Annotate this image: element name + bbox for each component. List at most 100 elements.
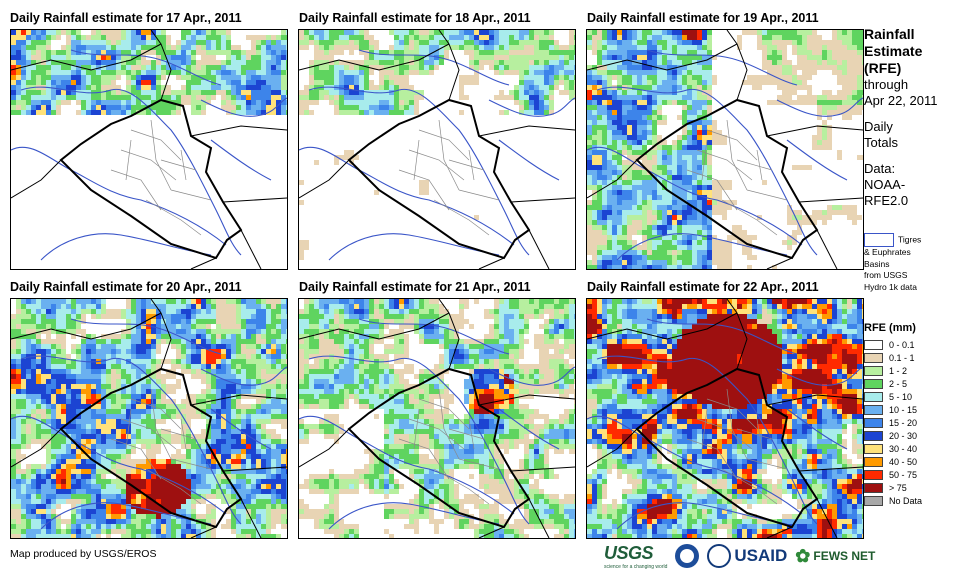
- rainfall-cell: [71, 449, 76, 454]
- rainfall-cell: [176, 329, 181, 334]
- rainfall-cell: [276, 394, 281, 399]
- rainfall-cell: [697, 120, 702, 125]
- rainfall-cell: [494, 95, 499, 100]
- rainfall-cell: [146, 459, 151, 464]
- rainfall-cell: [394, 95, 399, 100]
- rainfall-cell: [394, 65, 399, 70]
- rainfall-cell: [587, 65, 592, 70]
- rainfall-cell: [414, 30, 419, 35]
- rainfall-cell: [627, 100, 632, 105]
- rainfall-cell: [592, 265, 597, 269]
- rainfall-cell: [602, 130, 607, 135]
- rainfall-cell: [141, 90, 146, 95]
- rainfall-cell: [36, 80, 41, 85]
- rainfall-cell: [31, 329, 36, 334]
- rainfall-cell: [687, 110, 692, 115]
- rainfall-cell: [677, 115, 682, 120]
- rainfall-cell: [81, 50, 86, 55]
- rainfall-cell: [11, 35, 16, 40]
- rainfall-cell: [46, 309, 51, 314]
- rainfall-cell: [429, 45, 434, 50]
- rainfall-cell: [116, 35, 121, 40]
- rainfall-cell: [642, 70, 647, 75]
- rainfall-cell: [667, 50, 672, 55]
- rainfall-cell: [682, 205, 687, 210]
- rainfall-cell: [276, 45, 281, 50]
- rainfall-cell: [131, 40, 136, 45]
- rainfall-cell: [106, 309, 111, 314]
- rainfall-cell: [702, 135, 707, 140]
- rainfall-cell: [56, 354, 61, 359]
- rainfall-cell: [96, 404, 101, 409]
- rainfall-cell: [564, 70, 569, 75]
- rainfall-cell: [319, 65, 324, 70]
- rainfall-cell: [286, 424, 287, 429]
- rainfall-cell: [637, 35, 642, 40]
- rainfall-cell: [71, 379, 76, 384]
- rainfall-cell: [667, 220, 672, 225]
- rainfall-cell: [256, 389, 261, 394]
- rainfall-cell: [241, 324, 246, 329]
- rainfall-cell: [71, 459, 76, 464]
- rainfall-cell: [687, 200, 692, 205]
- rainfall-cell: [166, 339, 171, 344]
- rainfall-cell: [91, 379, 96, 384]
- rainfall-cell: [121, 334, 126, 339]
- rainfall-cell: [592, 150, 597, 155]
- rainfall-cell: [787, 220, 792, 225]
- rainfall-cell: [266, 60, 271, 65]
- rainfall-cell: [21, 339, 26, 344]
- rainfall-cell: [607, 55, 612, 60]
- rainfall-cell: [514, 60, 519, 65]
- rainfall-cell: [587, 245, 592, 250]
- rainfall-cell: [166, 304, 171, 309]
- rainfall-cell: [61, 304, 66, 309]
- rainfall-cell: [822, 210, 827, 215]
- rainfall-cell: [201, 359, 206, 364]
- rainfall-cell: [732, 230, 737, 235]
- rainfall-cell: [186, 454, 191, 459]
- rainfall-cell: [832, 70, 837, 75]
- rainfall-cell: [221, 50, 226, 55]
- rainfall-cell: [51, 309, 56, 314]
- rainfall-cell: [419, 70, 424, 75]
- rainfall-cell: [91, 100, 96, 105]
- rainfall-cell: [399, 100, 404, 105]
- rainfall-cell: [707, 200, 712, 205]
- rainfall-cell: [832, 95, 837, 100]
- rainfall-cell: [627, 215, 632, 220]
- rainfall-cell: [369, 80, 374, 85]
- rainfall-cell: [106, 55, 111, 60]
- rainfall-cell: [41, 364, 46, 369]
- rainfall-cell: [261, 304, 266, 309]
- rainfall-cell: [642, 250, 647, 255]
- rainfall-cell: [41, 35, 46, 40]
- rainfall-cell: [61, 369, 66, 374]
- rainfall-cell: [171, 339, 176, 344]
- rainfall-cell: [682, 140, 687, 145]
- rainfall-cell: [126, 334, 131, 339]
- rainfall-cell: [632, 150, 637, 155]
- rainfall-cell: [757, 35, 762, 40]
- rainfall-cell: [61, 354, 66, 359]
- rainfall-cell: [429, 40, 434, 45]
- rainfall-cell: [554, 45, 559, 50]
- rainfall-cell: [672, 240, 677, 245]
- rainfall-cell: [717, 245, 722, 250]
- rainfall-cell: [71, 319, 76, 324]
- rainfall-cell: [16, 424, 21, 429]
- rainfall-cell: [627, 105, 632, 110]
- rainfall-cell: [767, 75, 772, 80]
- rainfall-cell: [672, 155, 677, 160]
- rainfall-cell: [637, 125, 642, 130]
- rainfall-cell: [96, 70, 101, 75]
- rainfall-cell: [627, 150, 632, 155]
- rainfall-cell: [304, 30, 309, 35]
- rainfall-cell: [667, 75, 672, 80]
- rainfall-cell: [191, 439, 196, 444]
- rainfall-cell: [256, 454, 261, 459]
- rainfall-cell: [141, 329, 146, 334]
- rainfall-cell: [707, 160, 712, 165]
- rainfall-cell: [662, 70, 667, 75]
- rainfall-cell: [677, 75, 682, 80]
